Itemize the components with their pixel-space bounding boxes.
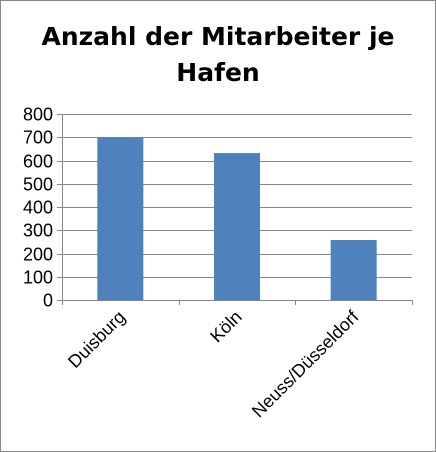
bars bbox=[97, 137, 377, 300]
y-tick-label: 600 bbox=[23, 152, 53, 172]
y-tick-label: 800 bbox=[23, 105, 53, 125]
x-tick-label: Duisburg bbox=[64, 307, 129, 372]
bar-k-ln bbox=[214, 153, 260, 300]
y-tick-label: 500 bbox=[23, 175, 53, 195]
chart-title-line-2: Hafen bbox=[176, 58, 260, 87]
y-tick-labels: 0 100 200 300 400 500 600 700 800 bbox=[23, 105, 53, 311]
y-tick-label: 400 bbox=[23, 198, 53, 218]
axes bbox=[57, 114, 413, 305]
bar-neuss-d-sseldorf bbox=[330, 240, 377, 300]
y-tick-label: 0 bbox=[43, 291, 53, 311]
x-tick-labels: Duisburg Köln Neuss/Düsseldorf bbox=[64, 306, 363, 421]
y-tick-label: 700 bbox=[23, 128, 53, 148]
y-tick-label: 200 bbox=[23, 245, 53, 265]
chart-title: Anzahl der Mitarbeiter je Hafen bbox=[1, 19, 435, 91]
x-tick-label: Neuss/Düsseldorf bbox=[248, 306, 363, 421]
bar-duisburg bbox=[97, 137, 144, 300]
x-tick-label: Köln bbox=[206, 307, 246, 347]
chart-title-line-1: Anzahl der Mitarbeiter je bbox=[41, 22, 395, 51]
y-tick-label: 100 bbox=[23, 268, 53, 288]
y-tick-label: 300 bbox=[23, 221, 53, 241]
